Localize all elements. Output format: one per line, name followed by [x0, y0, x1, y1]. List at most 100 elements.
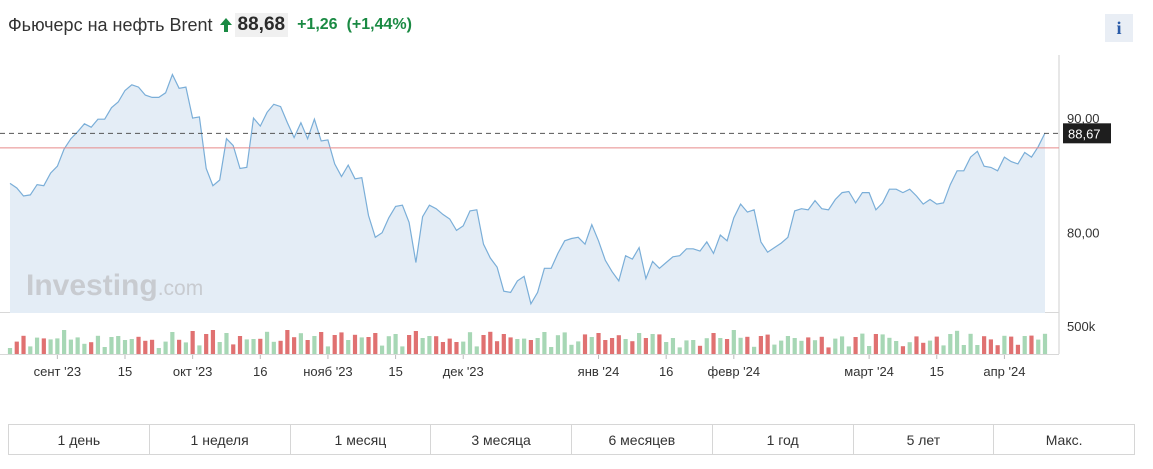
volume-bar [420, 338, 425, 354]
price-change-percent: (+1,44%) [346, 16, 412, 33]
tab-3-months[interactable]: 3 месяца [430, 425, 571, 454]
volume-bar [305, 340, 310, 354]
volume-bar [102, 347, 107, 354]
volume-bar [535, 338, 540, 354]
volume-bar [481, 335, 486, 354]
volume-bar [501, 334, 506, 354]
last-price-badge-label: 88,67 [1068, 126, 1101, 141]
volume-bar [393, 334, 398, 354]
volume-bar [55, 338, 60, 354]
volume-bar [562, 332, 567, 354]
period-tabs: 1 день 1 неделя 1 месяц 3 месяца 6 месяц… [8, 424, 1135, 455]
volume-bar [724, 339, 730, 354]
volume-bar [528, 340, 533, 354]
volume-bar [177, 339, 182, 354]
price-change: +1,26 [297, 16, 338, 33]
volume-bar [630, 341, 635, 354]
volume-bar [163, 341, 168, 354]
tab-1-week[interactable]: 1 неделя [148, 425, 290, 454]
volume-bar [982, 336, 987, 354]
volume-bar [325, 346, 331, 354]
tab-5-years[interactable]: 5 лет [852, 425, 994, 454]
volume-bar [616, 335, 621, 354]
volume-bar [1009, 336, 1014, 354]
volume-bar [244, 339, 249, 354]
volume-bar [833, 338, 838, 354]
instrument-title: Фьючерс на нефть Brent [8, 14, 213, 35]
x-tick-label-6: дек '23 [443, 364, 484, 379]
volume-bar [82, 343, 87, 354]
volume-bar [954, 330, 960, 354]
tab-6-months[interactable]: 6 месяцев [571, 425, 712, 454]
volume-bar [488, 331, 493, 354]
volume-bar [948, 334, 953, 354]
volume-bar [758, 336, 763, 354]
volume-bar [806, 337, 811, 354]
volume-bar [143, 340, 148, 354]
volume-bar [156, 348, 161, 354]
volume-bar [48, 339, 53, 354]
volume-bar [914, 336, 919, 354]
volume-bar [549, 347, 554, 354]
volume-bar [264, 331, 270, 354]
volume-bar [582, 334, 588, 354]
volume-bar [285, 330, 290, 354]
tab-1-day[interactable]: 1 день [57, 431, 101, 448]
volume-bar [839, 336, 845, 354]
volume-bar [217, 342, 222, 354]
volume-bar [921, 342, 926, 354]
volume-bar [968, 333, 973, 354]
volume-bar [224, 333, 229, 354]
info-icon[interactable]: i [1105, 14, 1133, 42]
volume-bar [89, 342, 94, 354]
volume-bar [352, 334, 358, 354]
volume-bar [454, 342, 459, 354]
volume-bar [738, 337, 743, 354]
last-price: 88,68 [234, 13, 289, 37]
price-line [9, 72, 1046, 306]
volume-bar [657, 334, 662, 354]
x-tick-label-9: февр '24 [708, 364, 761, 379]
tab-max[interactable]: Макс. [993, 425, 1134, 454]
volume-bar [772, 344, 777, 354]
volume-bar [34, 337, 40, 354]
volume-bar [752, 346, 757, 354]
tab-1-month[interactable]: 1 месяц [289, 425, 431, 454]
volume-bar [494, 341, 500, 354]
volume-bar [603, 340, 608, 354]
tab-1-year[interactable]: 1 год [711, 425, 853, 454]
volume-bar [515, 339, 520, 354]
volume-bar [650, 334, 655, 354]
volume-bar [934, 336, 939, 354]
volume-bar [41, 338, 46, 354]
volume-bar [190, 331, 195, 354]
instrument-header: Фьючерс на нефть Brent 88,68 +1,26 (+1,4… [8, 10, 412, 40]
volume-bar [427, 336, 432, 354]
volume-bar [846, 346, 851, 354]
volume-bar [792, 338, 797, 354]
x-tick-label-0: сент '23 [34, 364, 81, 379]
volume-bar [691, 340, 696, 354]
volume-bar [785, 336, 791, 354]
volume-bar [461, 341, 466, 354]
volume-bar [684, 340, 689, 354]
volume-bar [332, 335, 337, 354]
volume-bar [522, 338, 527, 354]
volume-bar [1022, 336, 1027, 354]
volume-bar [278, 340, 283, 354]
volume-bar [975, 345, 980, 354]
volume-bar [136, 336, 141, 354]
price-area [10, 74, 1045, 313]
volume-bar [873, 334, 878, 354]
volume-bar [447, 338, 452, 354]
volume-bar [231, 344, 236, 354]
volume-bar [900, 346, 906, 354]
volume-bar [379, 345, 385, 354]
volume-bar [704, 338, 709, 354]
volume-bar [109, 337, 114, 354]
volume-bar [779, 340, 784, 354]
volume-bar [765, 334, 770, 354]
x-tick-label-1: 15 [118, 364, 132, 379]
x-tick-label-4: нояб '23 [303, 364, 352, 379]
volume-bar [860, 333, 865, 354]
